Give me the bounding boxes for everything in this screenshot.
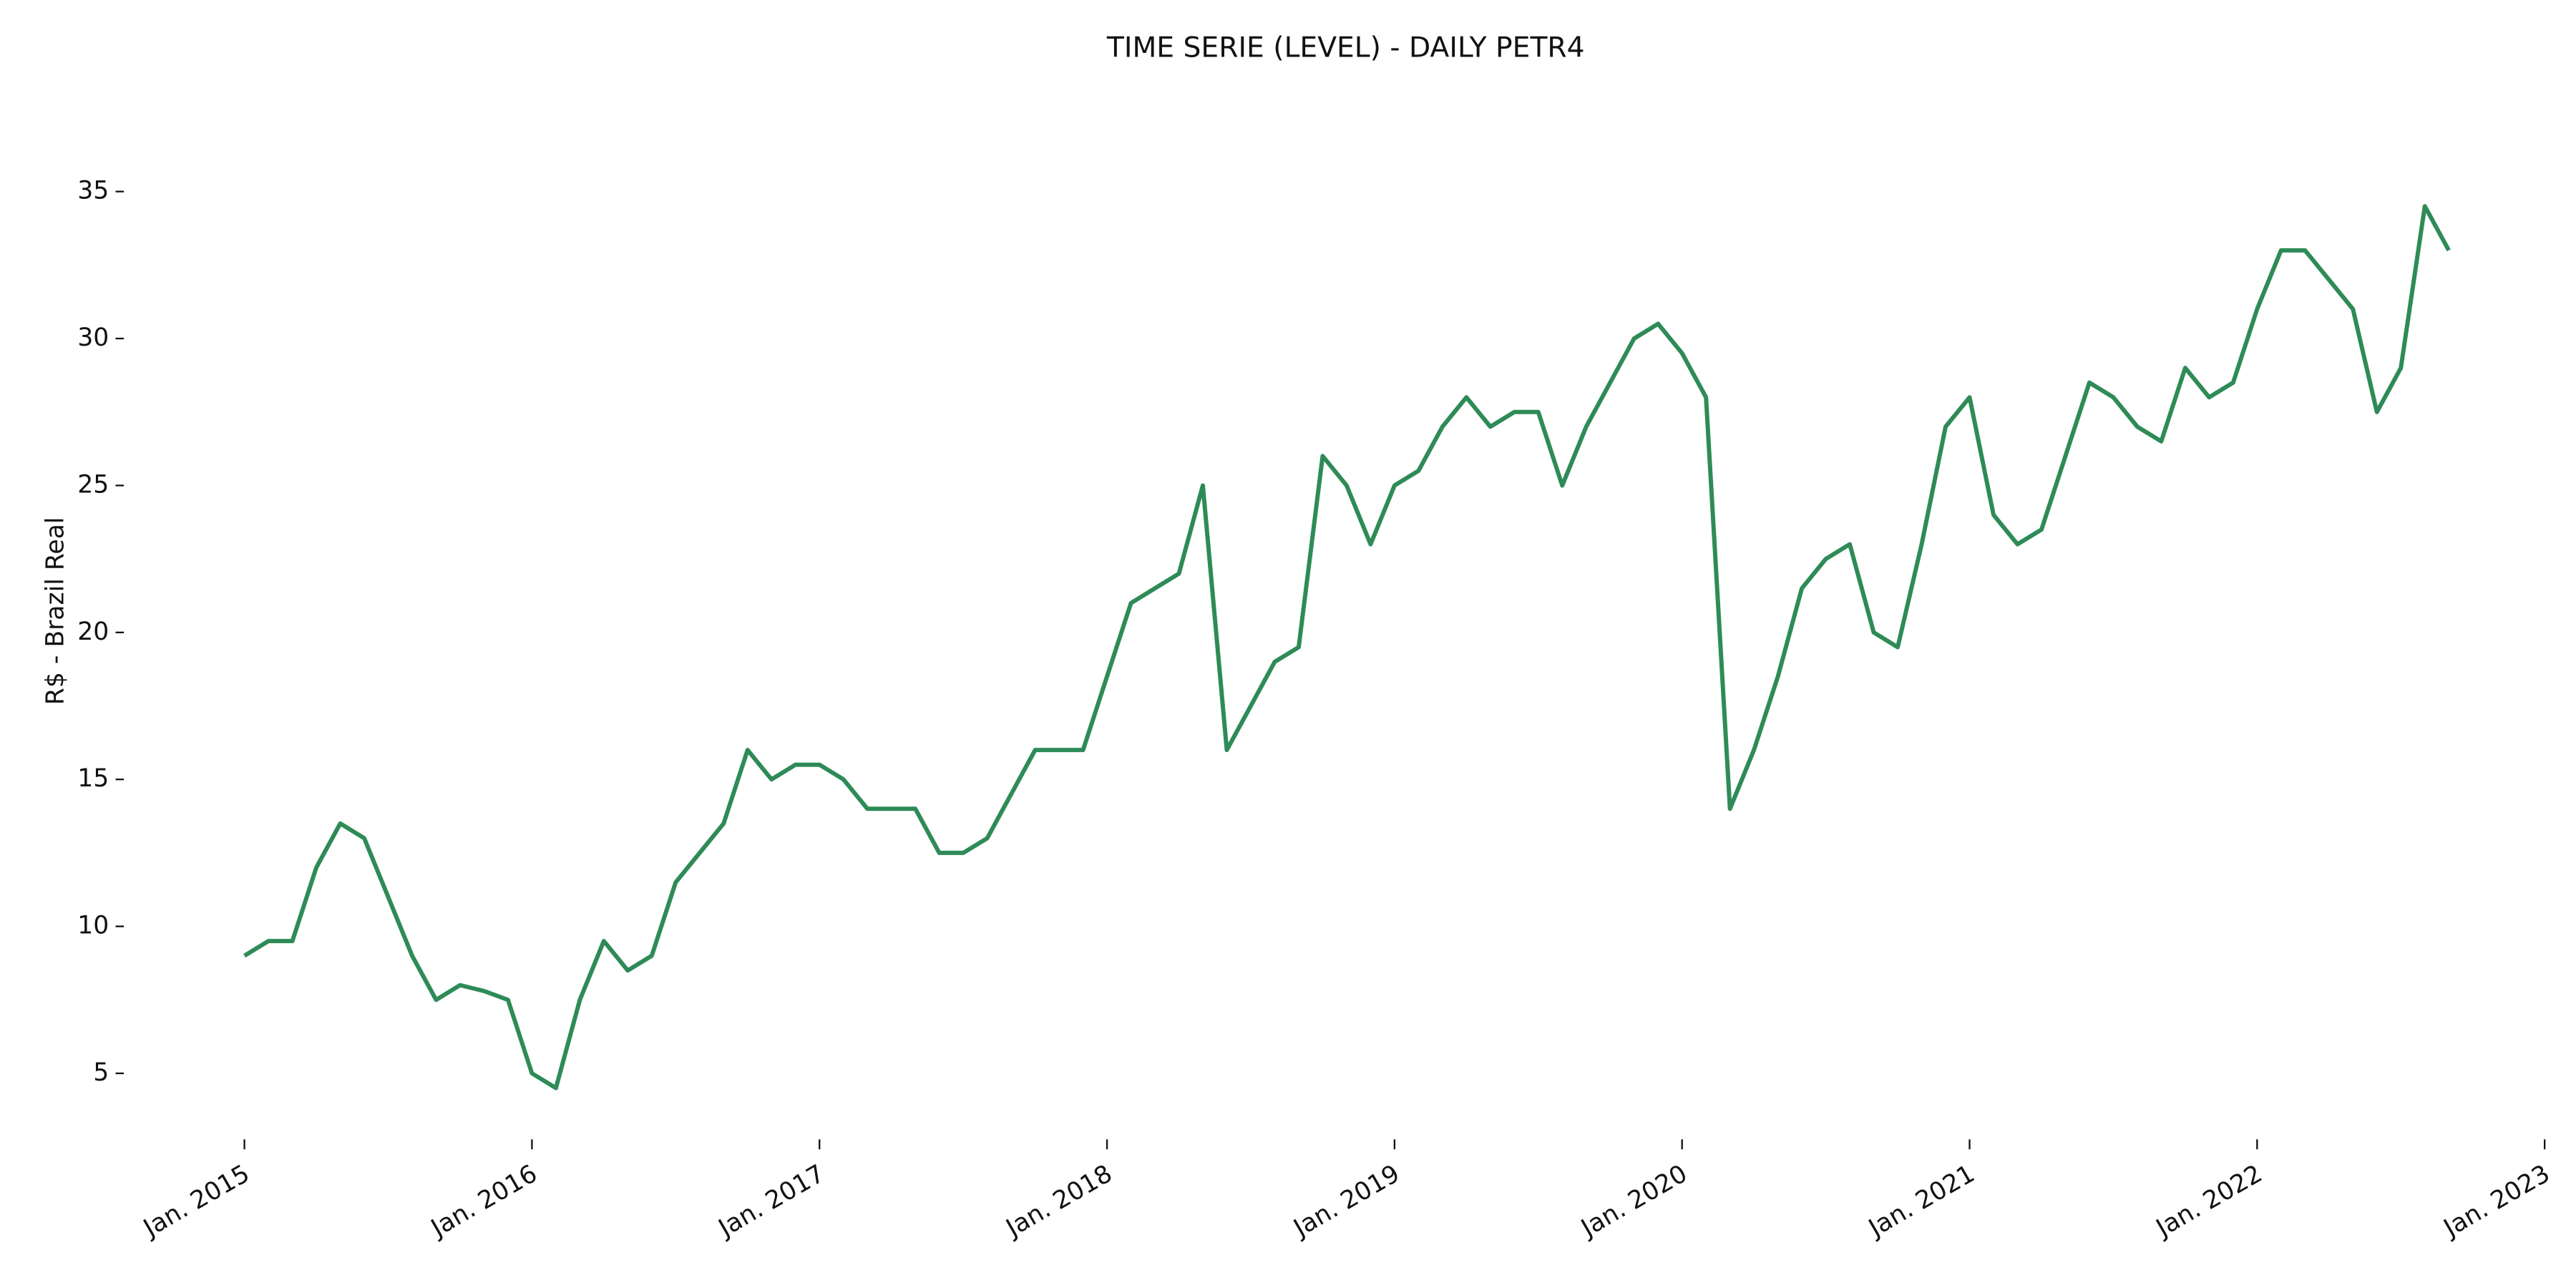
x-tick-label: Jan. 2015 xyxy=(137,1159,254,1243)
x-tick-label: Jan. 2016 xyxy=(425,1159,542,1243)
chart-title: TIME SERIE (LEVEL) - DAILY PETR4 xyxy=(1106,32,1585,64)
x-tick-label: Jan. 2017 xyxy=(713,1159,829,1243)
y-tick-label: 20 xyxy=(77,618,109,646)
x-tick-label: Jan. 2021 xyxy=(1863,1159,1979,1243)
x-tick-label: Jan. 2022 xyxy=(2150,1159,2267,1243)
x-tick-label: Jan. 2020 xyxy=(1576,1159,1692,1243)
y-tick-label: 15 xyxy=(77,764,109,793)
y-tick-label: 30 xyxy=(77,323,109,352)
y-tick-label: 35 xyxy=(77,177,109,205)
y-tick-label: 5 xyxy=(93,1058,109,1087)
x-tick-label: Jan. 2018 xyxy=(1000,1159,1117,1243)
y-tick-label: 10 xyxy=(77,912,109,940)
x-tick-label: Jan. 2019 xyxy=(1288,1159,1405,1243)
y-tick-label: 25 xyxy=(77,470,109,499)
line-series xyxy=(243,204,2451,1091)
y-axis-label: R$ - Brazil Real xyxy=(41,517,69,705)
x-tick-label: Jan. 2023 xyxy=(2438,1159,2555,1243)
